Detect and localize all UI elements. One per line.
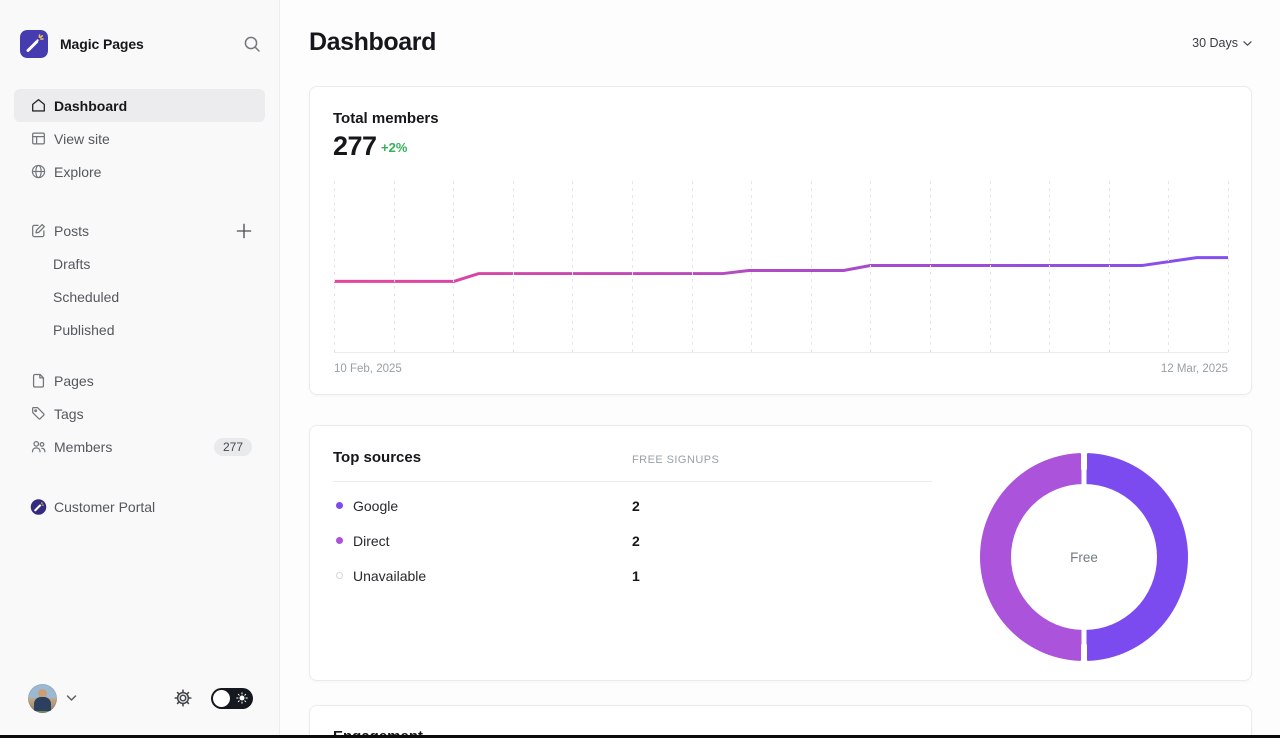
portal-wand-icon [30,497,47,516]
source-dot [336,502,343,509]
sidebar-footer [0,666,279,738]
gridline [393,181,395,352]
sources-list: Google 2 Direct 2 Unavailable 1 [333,488,932,593]
divider [333,481,932,482]
sources-card-title: Top sources [333,449,422,466]
sidebar-item-label: Dashboard [54,97,128,114]
top-sources-card: Top sources FREE SIGNUPS Google 2 Direct 2 U… [309,425,1252,681]
page-title: Dashboard [309,28,436,56]
gridline [870,181,872,352]
engagement-card-title: Engagement [333,728,424,738]
sidebar-item-label: Published [53,321,115,338]
source-row[interactable]: Google 2 [333,488,932,523]
members-card-title: Total members [333,110,439,127]
browser-icon [30,129,47,148]
total-members-card: Total members 277 +2% 10 Feb, 2025 12 Ma… [309,86,1252,395]
members-line-chart [334,181,1229,353]
gridline [1108,181,1110,352]
home-icon [30,96,47,115]
chevron-down-icon[interactable] [66,694,77,702]
source-value: 1 [632,567,640,584]
source-row[interactable]: Unavailable 1 [333,558,932,593]
sidebar-item-label: Members [54,438,113,455]
sidebar-item-customer-portal[interactable]: Customer Portal [14,490,265,523]
sidebar-item-tags[interactable]: Tags [14,397,265,430]
sidebar-item-label: Posts [54,222,90,239]
sidebar-item-label: Tags [54,405,84,422]
x-axis-start-label: 10 Feb, 2025 [334,363,402,375]
sidebar-item-label: Drafts [53,255,91,272]
source-value: 2 [632,497,640,514]
gridline [1228,181,1229,352]
engagement-card: Engagement [309,705,1252,738]
gridline [334,181,335,352]
sun-icon [236,692,248,704]
gridline [512,181,514,352]
source-label: Direct [353,532,390,549]
x-axis-labels: 10 Feb, 2025 12 Mar, 2025 [334,363,1228,375]
sidebar-item-published[interactable]: Published [14,313,265,346]
sidebar-item-view-site[interactable]: View site [14,122,265,155]
sidebar-item-drafts[interactable]: Drafts [14,247,265,280]
gridline [572,181,574,352]
gridline [751,181,753,352]
globe-icon [30,162,47,181]
line-series [334,256,1228,283]
gridline [989,181,991,352]
sidebar-item-explore[interactable]: Explore [14,155,265,188]
tag-icon [30,404,47,423]
free-signups-column-header: FREE SIGNUPS [632,454,720,466]
brand-row: Magic Pages [14,30,265,58]
user-avatar[interactable] [28,683,57,713]
sidebar-item-members[interactable]: Members 277 [14,430,265,463]
source-dot [336,572,343,579]
x-axis-end-label: 12 Mar, 2025 [1160,363,1228,375]
source-row[interactable]: Direct 2 [333,523,932,558]
members-count: 277 [333,131,377,161]
page-icon [30,371,47,390]
main-content: Dashboard 30 Days Total members 277 +2% [281,0,1280,738]
gridline [810,181,812,352]
search-icon[interactable] [243,35,261,53]
add-post-button[interactable] [236,223,252,239]
sidebar-item-label: Customer Portal [54,498,156,515]
sidebar-item-label: Explore [54,163,102,180]
gridline [929,181,931,352]
source-value: 2 [632,532,640,549]
gridline [631,181,633,352]
sidebar-item-label: Scheduled [53,288,120,305]
brand-name: Magic Pages [60,36,144,52]
source-label: Unavailable [353,567,427,584]
gridline [1168,181,1170,352]
sidebar-item-pages[interactable]: Pages [14,364,265,397]
gridline [453,181,455,352]
chevron-down-icon [1243,40,1252,46]
signups-donut-chart: Free [980,453,1188,661]
members-count-badge: 277 [213,437,252,456]
date-range-label: 30 Days [1192,36,1238,50]
gridline [1049,181,1051,352]
window-bottom-edge [0,735,1280,738]
date-range-selector[interactable]: 30 Days [1192,36,1252,50]
source-dot [336,537,343,544]
sidebar: Magic Pages Dashboard View site [0,0,280,738]
donut-hole: Free [1011,484,1157,630]
sidebar-item-dashboard[interactable]: Dashboard [14,89,265,122]
sidebar-item-posts[interactable]: Posts [14,214,265,247]
source-label: Google [353,497,399,514]
edit-icon [30,221,47,240]
magic-wand-icon [20,30,48,58]
members-delta: +2% [381,140,408,155]
gear-icon[interactable] [173,688,193,708]
toggle-knob [213,689,230,707]
dark-mode-toggle[interactable] [211,687,253,709]
donut-center-label: Free [1070,549,1098,565]
gridline [691,181,693,352]
sidebar-item-label: Pages [54,372,94,389]
members-icon [30,437,47,456]
sidebar-item-scheduled[interactable]: Scheduled [14,280,265,313]
sidebar-item-label: View site [54,130,110,147]
